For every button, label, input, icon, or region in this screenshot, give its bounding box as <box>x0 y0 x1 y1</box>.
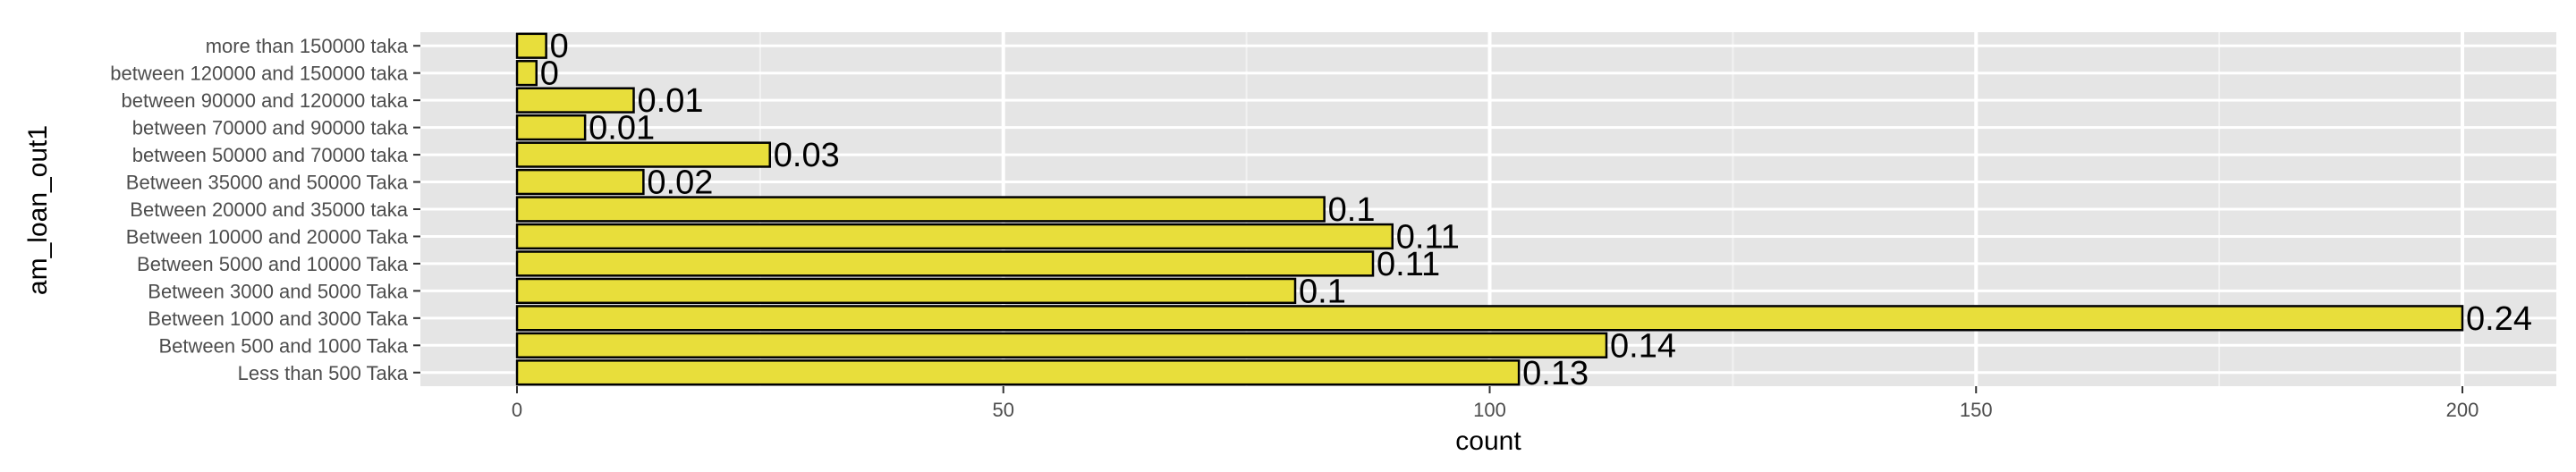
data-label: 0.01 <box>638 82 704 120</box>
x-tick-label: 100 <box>1473 399 1506 421</box>
x-axis-title: count <box>1455 426 1521 456</box>
bar <box>515 223 1394 250</box>
bars <box>515 32 2464 386</box>
bar <box>515 250 1375 277</box>
y-tick-label: Between 1000 and 3000 Taka <box>148 308 408 330</box>
data-label: 0.13 <box>1522 355 1589 392</box>
bar <box>515 332 1608 358</box>
data-label: 0.01 <box>589 110 655 148</box>
y-tick-label: Between 35000 and 50000 Taka <box>126 172 409 194</box>
bar <box>515 196 1326 223</box>
data-label: 0.02 <box>647 164 713 202</box>
bar <box>515 277 1297 305</box>
data-label: 0.14 <box>1610 327 1676 365</box>
bar <box>515 32 547 59</box>
x-tick-label: 0 <box>512 399 522 421</box>
bar <box>515 359 1521 386</box>
y-tick-label: more than 150000 taka <box>206 35 409 57</box>
bar <box>515 114 587 141</box>
data-label: 0 <box>550 28 569 65</box>
bar <box>515 141 771 168</box>
x-axis: 0 50 100 150 200 <box>512 386 2479 421</box>
data-label: 0.24 <box>2466 300 2532 338</box>
y-axis: Less than 500 Taka Between 500 and 1000 T… <box>110 35 420 384</box>
data-label: 0.11 <box>1377 246 1440 283</box>
data-labels: 0.130.140.240.10.110.110.10.020.030.010.… <box>540 28 2532 392</box>
data-label: 0.03 <box>774 137 840 174</box>
y-tick-label: between 70000 and 90000 taka <box>132 117 409 139</box>
bar <box>515 305 2464 332</box>
y-tick-label: Between 10000 and 20000 Taka <box>126 225 409 248</box>
y-tick-label: Between 5000 and 10000 Taka <box>137 253 409 275</box>
y-tick-label: Between 3000 and 5000 Taka <box>148 280 408 302</box>
data-label: 0.1 <box>1299 273 1346 310</box>
bar <box>515 60 538 87</box>
x-tick-label: 150 <box>1960 399 1993 421</box>
data-label: 0 <box>540 55 559 93</box>
bar <box>515 168 645 196</box>
data-label: 0.1 <box>1328 191 1376 229</box>
bar <box>515 87 635 114</box>
y-tick-label: between 50000 and 70000 taka <box>132 144 409 166</box>
x-tick-label: 50 <box>993 399 1014 421</box>
y-tick-label: Between 500 and 1000 Taka <box>159 334 409 357</box>
y-tick-label: between 90000 and 120000 taka <box>121 89 408 112</box>
y-tick-label: between 120000 and 150000 taka <box>110 63 409 85</box>
y-tick-label: Between 20000 and 35000 taka <box>130 198 408 221</box>
y-tick-label: Less than 500 Taka <box>238 362 409 384</box>
y-axis-title: am_loan_out1 <box>23 125 53 295</box>
x-tick-label: 200 <box>2446 399 2479 421</box>
data-label: 0.11 <box>1396 218 1460 256</box>
